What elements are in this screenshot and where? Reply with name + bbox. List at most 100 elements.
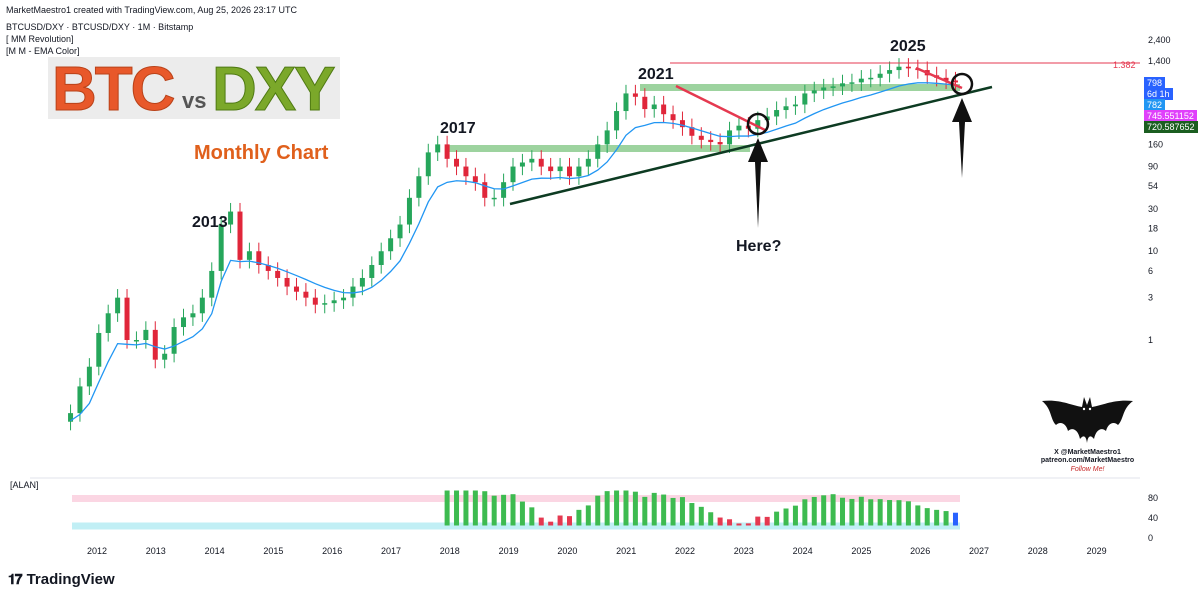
- x-tick-label: 2012: [87, 546, 107, 556]
- x-tick-label: 2018: [440, 546, 460, 556]
- histogram-bar: [698, 506, 704, 526]
- tradingview-logo[interactable]: 𝟏𝟕 TradingView: [8, 571, 115, 588]
- histogram-bar: [595, 495, 601, 526]
- annotation-2021: 2021: [638, 66, 674, 83]
- candle-body: [322, 303, 328, 305]
- x-tick-label: 2025: [851, 546, 871, 556]
- candle-body: [887, 70, 893, 74]
- x-tick-label: 2016: [322, 546, 342, 556]
- candle-body: [774, 110, 780, 117]
- tradingview-wordmark: TradingView: [26, 571, 115, 588]
- histogram-bar: [614, 490, 620, 526]
- y-tick-label: 160: [1148, 139, 1163, 149]
- histogram-bar: [708, 512, 714, 526]
- histogram-bar: [792, 505, 798, 526]
- candle-body: [830, 86, 836, 88]
- candle-body: [406, 197, 412, 225]
- chart-subtitle: Monthly Chart: [194, 142, 329, 164]
- up-arrow-icon: [748, 138, 768, 228]
- histogram-bar: [576, 509, 582, 526]
- candle-body: [454, 158, 460, 167]
- candle-body: [350, 286, 356, 298]
- candle-body: [133, 340, 139, 342]
- annotation-here: Here?: [736, 238, 782, 255]
- up-arrow-icon: [952, 98, 972, 178]
- histogram-bar: [538, 517, 544, 526]
- price-tag-ema3: 720.587652: [1144, 121, 1198, 133]
- candle-body: [228, 211, 234, 225]
- candle-body: [783, 106, 789, 111]
- histogram-bar: [811, 496, 817, 526]
- y-tick-label: 1,400: [1148, 56, 1171, 66]
- ema-line: [70, 82, 956, 422]
- candle-body: [943, 77, 949, 81]
- candle-body: [821, 87, 827, 91]
- price-tag-countdown: 6d 1h: [1144, 88, 1173, 100]
- x-tick-label: 2019: [499, 546, 519, 556]
- candle-body: [425, 152, 431, 177]
- candle-body: [86, 366, 92, 387]
- candle-body: [77, 386, 83, 414]
- candle-body: [896, 66, 902, 71]
- indicator-2-label[interactable]: [M M - EMA Color]: [6, 46, 80, 56]
- candle-body: [792, 104, 798, 107]
- candle-body: [152, 329, 158, 360]
- candle-body: [604, 130, 610, 145]
- y-tick-label: 2,400: [1148, 35, 1171, 45]
- histogram-bar: [952, 512, 958, 526]
- histogram-bar: [934, 509, 940, 526]
- candle-body: [265, 264, 271, 271]
- x-tick-label: 2014: [205, 546, 225, 556]
- candle-body: [293, 286, 299, 292]
- histogram-bar: [689, 503, 695, 526]
- candle-body: [209, 270, 215, 298]
- indicator-1-label[interactable]: [ MM Revolution]: [6, 34, 74, 44]
- candle-body: [858, 78, 864, 83]
- histogram-bar: [943, 511, 949, 526]
- indicator-y-tick: 40: [1148, 513, 1158, 523]
- symbol-line[interactable]: BTCUSD/DXY · BTCUSD/DXY · 1M · Bitstamp: [6, 22, 194, 32]
- candle-body: [435, 144, 441, 153]
- histogram-bar: [661, 494, 667, 526]
- histogram-bar: [679, 497, 685, 526]
- histogram-bar: [651, 492, 657, 526]
- candle-body: [557, 166, 563, 172]
- candle-body: [811, 90, 817, 94]
- candle-body: [472, 176, 478, 183]
- histogram-bar: [463, 490, 469, 526]
- candle-body: [595, 144, 601, 159]
- candle-body: [905, 66, 911, 69]
- alan-indicator-label[interactable]: [ALAN]: [10, 480, 39, 490]
- histogram-bar: [623, 490, 629, 526]
- histogram-bar: [501, 494, 507, 526]
- candle-body: [312, 297, 318, 305]
- candle-body: [171, 327, 177, 354]
- ascending-trendline: [509, 85, 993, 206]
- candle-body: [190, 313, 196, 318]
- indicator-y-tick: 0: [1148, 533, 1153, 543]
- x-tick-label: 2023: [734, 546, 754, 556]
- histogram-bar: [858, 496, 864, 526]
- candle-body: [181, 317, 187, 328]
- candle-body: [679, 120, 685, 128]
- y-tick-label: 18: [1148, 224, 1158, 234]
- candle-body: [303, 291, 309, 298]
- candle-body: [510, 166, 516, 183]
- candle-body: [388, 238, 394, 252]
- histogram-bar: [924, 508, 930, 526]
- histogram-bar: [642, 496, 648, 526]
- candle-body: [68, 413, 74, 422]
- tradingview-icon: 𝟏𝟕: [8, 571, 23, 587]
- candle-body: [246, 251, 252, 260]
- x-tick-label: 2013: [146, 546, 166, 556]
- candle-body: [284, 277, 290, 287]
- candle-body: [519, 162, 525, 167]
- candle-body: [623, 93, 629, 112]
- logo-dxy-text: DXY: [211, 55, 335, 125]
- histogram-bar: [840, 497, 846, 526]
- candle-body: [124, 297, 130, 340]
- x-tick-label: 2022: [675, 546, 695, 556]
- histogram-bar: [783, 508, 789, 526]
- histogram-bar: [764, 516, 770, 526]
